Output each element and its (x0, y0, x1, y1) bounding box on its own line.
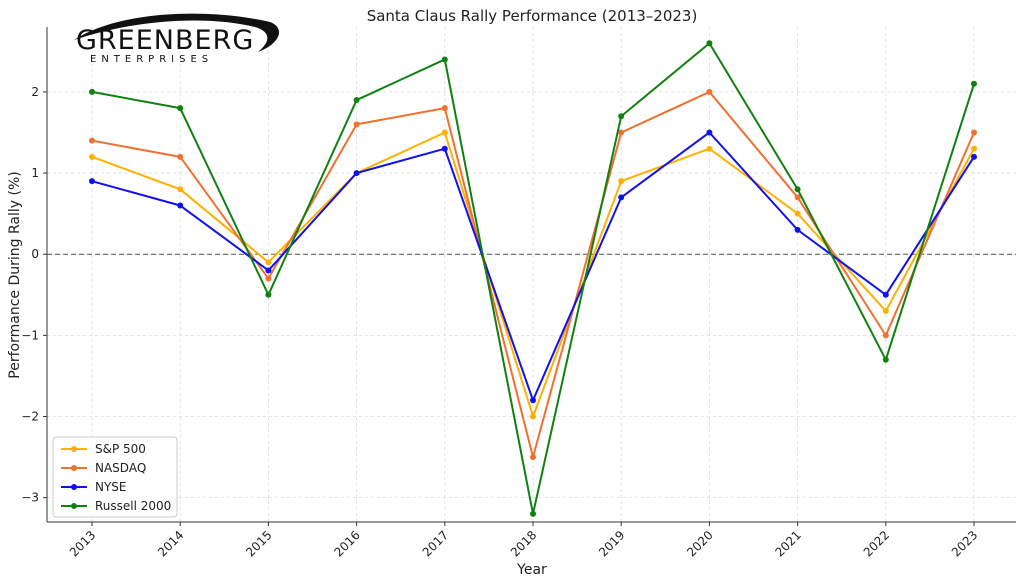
data-point-s-p-500 (794, 210, 801, 217)
axes (43, 27, 1016, 526)
data-point-nasdaq (530, 454, 536, 461)
data-point-russell-2000 (441, 56, 448, 63)
x-tick-label: 2018 (508, 528, 539, 559)
data-point-s-p-500 (89, 153, 95, 160)
data-point-s-p-500 (971, 145, 977, 152)
chart-title: Santa Claus Rally Performance (2013–2023… (367, 7, 698, 25)
data-point-nasdaq (441, 105, 448, 112)
legend-label-nyse: NYSE (95, 480, 127, 494)
data-point-russell-2000 (971, 80, 977, 87)
data-point-nyse (265, 267, 272, 274)
x-tick-label: 2020 (684, 528, 715, 559)
data-point-nyse (618, 194, 625, 201)
data-point-s-p-500 (177, 186, 184, 193)
legend-marker-s-p-500 (71, 446, 77, 452)
data-point-nyse (89, 178, 95, 185)
x-tick-label: 2019 (596, 528, 627, 559)
x-tick-label: 2021 (772, 528, 803, 559)
legend-items: S&P 500 NASDAQ NYSE Russell 2000 (61, 442, 171, 513)
x-axis-label: Year (516, 562, 547, 578)
data-point-nasdaq (89, 137, 95, 144)
data-point-nasdaq (353, 121, 360, 128)
x-tick-label: 2013 (67, 528, 98, 559)
data-point-russell-2000 (706, 40, 713, 47)
data-point-nasdaq (706, 88, 713, 95)
data-point-russell-2000 (618, 113, 625, 120)
legend-marker-nyse (71, 484, 77, 490)
data-point-nasdaq (971, 129, 977, 136)
y-axis-label: Performance During Rally (%) (7, 171, 23, 378)
legend: S&P 500 NASDAQ NYSE Russell 2000 (52, 436, 178, 518)
data-point-nasdaq (794, 194, 801, 201)
x-tick-label: 2017 (420, 528, 451, 559)
grid-lines (47, 27, 1016, 522)
y-tick-label: 1 (31, 166, 39, 180)
data-point-russell-2000 (353, 97, 360, 104)
data-point-s-p-500 (882, 308, 889, 315)
y-tick-label: −1 (21, 328, 39, 342)
data-point-nyse (706, 129, 713, 136)
y-tick-label: −2 (21, 410, 39, 424)
logo-name: GREENBERG (76, 25, 254, 56)
data-point-nasdaq (177, 153, 184, 160)
legend-label-russell-2000: Russell 2000 (95, 499, 171, 513)
data-point-nasdaq (265, 275, 272, 282)
legend-box (52, 436, 178, 518)
x-tick-label: 2015 (243, 528, 274, 559)
data-point-nasdaq (618, 129, 625, 136)
data-point-nyse (177, 202, 184, 209)
data-point-nyse (971, 153, 977, 160)
series-lines (89, 40, 977, 517)
data-point-russell-2000 (882, 356, 889, 363)
data-point-russell-2000 (89, 88, 95, 95)
legend-label-nasdaq: NASDAQ (95, 461, 146, 475)
data-point-s-p-500 (706, 145, 713, 152)
x-tick-label: 2014 (155, 528, 186, 559)
data-point-russell-2000 (530, 510, 536, 517)
data-point-s-p-500 (265, 259, 272, 266)
x-tick-label: 2016 (331, 528, 362, 559)
y-tick-label: 0 (31, 247, 39, 261)
series-nyse (89, 129, 977, 404)
data-point-russell-2000 (794, 186, 801, 193)
data-point-russell-2000 (177, 105, 184, 112)
data-point-s-p-500 (441, 129, 448, 136)
logo-tagline: ENTERPRISES (90, 54, 213, 65)
data-point-nyse (794, 226, 801, 233)
legend-label-s-p-500: S&P 500 (95, 442, 146, 456)
data-point-nyse (353, 170, 360, 177)
y-tick-label: −3 (21, 491, 39, 505)
series-russell-2000 (89, 40, 977, 517)
data-point-nyse (882, 291, 889, 298)
series-nasdaq (89, 88, 977, 461)
data-point-nyse (441, 145, 448, 152)
x-tick-label: 2022 (861, 528, 892, 559)
greenberg-logo: GREENBERG ENTERPRISES (74, 13, 280, 65)
legend-marker-russell-2000 (71, 503, 77, 509)
legend-marker-nasdaq (71, 465, 77, 471)
data-point-nasdaq (882, 332, 889, 339)
x-tick-label: 2023 (949, 528, 980, 559)
logo-swoosh (74, 13, 280, 52)
data-point-russell-2000 (265, 291, 272, 298)
data-point-s-p-500 (618, 178, 625, 185)
data-point-nyse (530, 397, 536, 404)
y-tick-label: 2 (31, 85, 39, 99)
data-point-s-p-500 (530, 413, 536, 420)
